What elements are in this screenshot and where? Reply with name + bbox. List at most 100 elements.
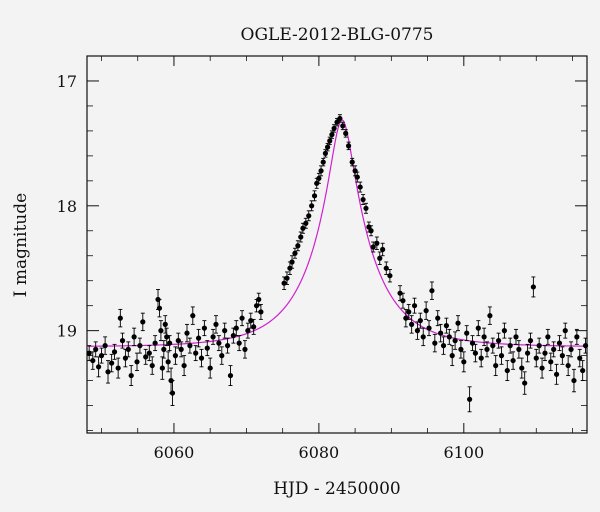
data-point <box>458 340 464 359</box>
data-point <box>109 353 115 373</box>
x-tick-label: 6080 <box>299 443 340 462</box>
data-point <box>472 343 479 363</box>
data-point <box>134 352 140 372</box>
data-point <box>318 165 324 177</box>
data-point <box>337 114 343 123</box>
data-point <box>548 352 554 372</box>
data-point <box>580 360 586 382</box>
data-point <box>574 328 580 345</box>
data-point <box>461 351 467 373</box>
data-point <box>316 172 322 184</box>
data-point <box>349 157 355 167</box>
data-point <box>117 308 123 328</box>
data-point <box>169 380 176 406</box>
data-point <box>452 331 458 350</box>
data-point <box>213 315 219 334</box>
data-point <box>449 345 455 367</box>
data-point <box>495 332 502 349</box>
data-point <box>467 386 473 413</box>
data-point <box>363 202 369 214</box>
data-point <box>360 194 366 206</box>
data-point <box>149 356 155 375</box>
data-point <box>195 328 202 348</box>
data-point <box>370 241 376 253</box>
chart-title: OGLE-2012-BLG-0775 <box>241 25 434 45</box>
data-point <box>327 136 333 146</box>
data-point <box>553 363 560 385</box>
data-point <box>159 356 165 380</box>
plot-area <box>86 55 588 434</box>
data-point <box>582 337 589 354</box>
data-point <box>300 222 306 234</box>
data-point <box>498 346 505 365</box>
data-point <box>411 297 418 314</box>
data-point <box>522 371 528 395</box>
data-point <box>455 315 461 332</box>
data-point <box>324 142 331 152</box>
data-point <box>481 327 487 347</box>
data-point <box>524 343 531 363</box>
data-point <box>165 351 171 373</box>
data-point <box>400 292 406 309</box>
data-point <box>343 129 349 138</box>
y-axis-ticks: 17 18 19 <box>57 72 587 341</box>
data-point <box>251 318 257 335</box>
data-point <box>527 332 534 349</box>
data-point <box>210 328 216 345</box>
data-point <box>167 335 173 352</box>
data-point <box>536 337 542 354</box>
data-point <box>493 355 499 377</box>
data-point <box>178 341 184 358</box>
data-point <box>233 320 239 337</box>
data-point <box>568 341 574 358</box>
data-point <box>115 357 121 379</box>
data-point <box>222 322 228 339</box>
data-point <box>253 298 260 313</box>
data-point <box>227 365 234 387</box>
data-point <box>565 355 571 377</box>
data-point <box>504 360 510 382</box>
data-point <box>530 276 536 298</box>
data-point <box>146 345 152 362</box>
y-tick-label: 18 <box>57 197 77 216</box>
data-point <box>507 337 513 354</box>
data-point <box>292 247 298 259</box>
data-point <box>387 269 393 283</box>
data-point <box>539 357 545 379</box>
data-point <box>303 217 309 229</box>
data-point <box>140 312 146 332</box>
data-point <box>374 236 380 250</box>
data-point <box>380 242 386 257</box>
data-point <box>137 337 143 354</box>
data-point <box>571 368 577 393</box>
data-point <box>181 355 187 377</box>
data-points <box>86 114 589 413</box>
x-tick-label: 6060 <box>154 443 195 462</box>
data-point <box>403 308 409 328</box>
data-point <box>551 341 557 358</box>
data-point <box>320 157 326 167</box>
data-point <box>331 124 337 133</box>
data-point <box>289 255 295 269</box>
data-point <box>435 310 441 327</box>
data-point <box>443 317 450 334</box>
data-point <box>258 303 264 320</box>
data-point <box>426 320 432 337</box>
data-point <box>152 335 158 352</box>
data-point <box>533 348 539 368</box>
data-point <box>236 335 242 352</box>
data-point <box>125 341 131 358</box>
data-point <box>501 322 507 339</box>
data-point <box>559 346 565 365</box>
data-point <box>201 320 207 337</box>
data-point <box>409 315 415 334</box>
data-point <box>556 335 563 352</box>
data-point <box>284 271 290 285</box>
data-point <box>95 356 102 378</box>
data-point <box>245 322 251 339</box>
data-point <box>86 345 92 362</box>
data-point <box>490 337 496 354</box>
data-point <box>562 322 568 339</box>
data-point <box>322 149 329 158</box>
